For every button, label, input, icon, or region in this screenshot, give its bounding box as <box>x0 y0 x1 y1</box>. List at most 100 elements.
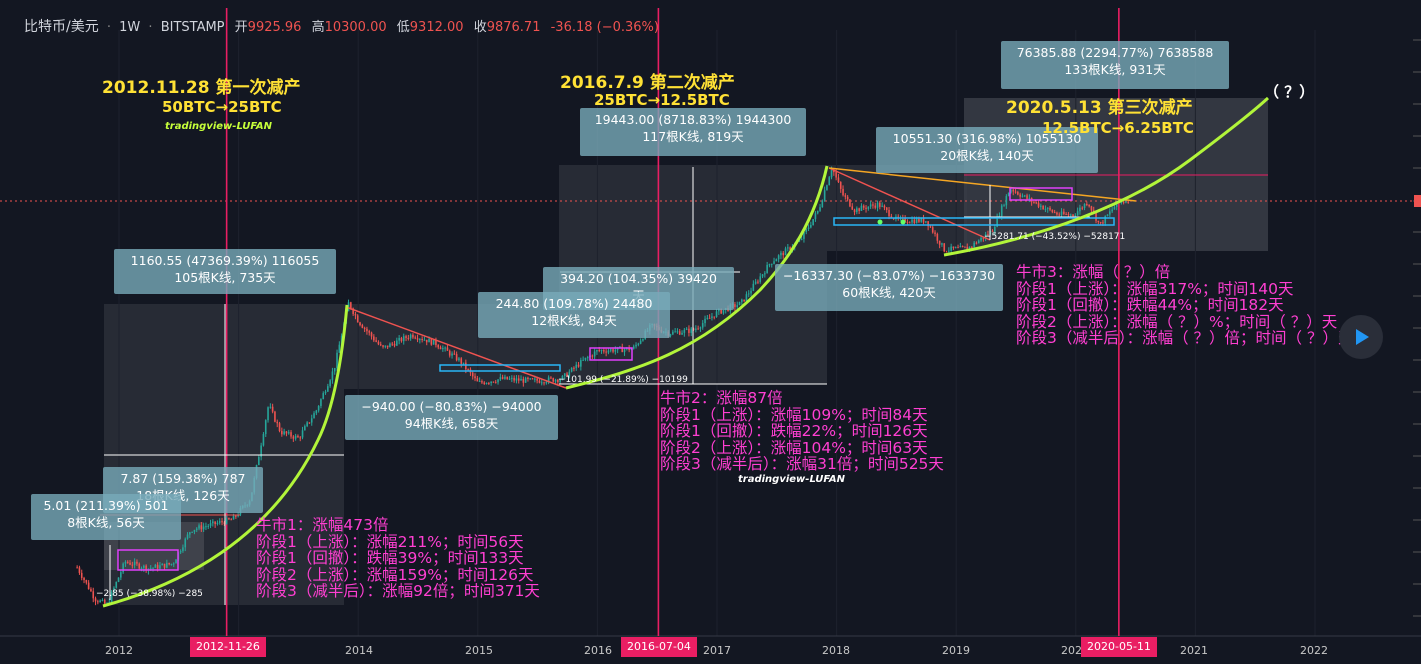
measure-box-2012-stage1: 5.01 (211.39%) 501 8根K线, 56天 <box>31 494 181 540</box>
open-label: 开 <box>234 20 248 35</box>
play-button[interactable] <box>1339 315 1383 359</box>
candle-body <box>991 230 994 232</box>
candle-body <box>582 359 584 361</box>
candle-body <box>814 213 817 220</box>
watermark-2: tradingview-LUFAN <box>738 474 846 485</box>
candle-body <box>515 378 518 381</box>
candle-body <box>605 351 607 353</box>
candle-body <box>186 534 189 539</box>
candle-body <box>140 568 143 570</box>
candle-body <box>184 538 187 548</box>
candle-body <box>596 349 598 352</box>
candle-body <box>331 371 334 381</box>
candle-body <box>559 379 561 383</box>
candle-body <box>407 337 410 339</box>
candle-body <box>304 426 306 431</box>
x-tick-2014: 2014 <box>345 644 373 657</box>
x-tick-2016: 2016 <box>584 644 612 657</box>
candle-body <box>1083 203 1086 208</box>
candle-body <box>400 338 403 342</box>
candle-body <box>103 599 106 604</box>
candle-body <box>904 217 906 222</box>
halving-1-title: 2012.11.28 第一次减产 <box>102 78 301 98</box>
candle-body <box>690 328 693 333</box>
candle-body <box>425 339 428 343</box>
candle-body <box>538 380 541 383</box>
candle-body <box>752 283 755 291</box>
measure-box-2013-rally: 1160.55 (47369.39%) 116055 105根K线, 735天 <box>114 249 336 294</box>
label-2016-retrace: −101.99 (−21.89%) −10199 <box>558 375 688 385</box>
candle-body <box>768 264 771 266</box>
interval[interactable]: 1W <box>119 20 141 35</box>
candle-body <box>1012 189 1015 192</box>
candle-body <box>115 581 118 588</box>
candle-body <box>941 243 943 245</box>
open-value: 9925.96 <box>247 20 302 35</box>
candle-body <box>623 349 626 353</box>
candle-body <box>1090 206 1093 211</box>
candle-body <box>428 338 430 343</box>
bull-market-2-notes: 牛市2：涨幅87倍 阶段1（上涨）：涨幅109%；时间84天 阶段1（回撤）：跌幅2… <box>660 389 944 473</box>
candle-body <box>584 357 587 360</box>
candle-body <box>409 334 412 339</box>
candle-body <box>580 360 582 367</box>
magenta-box-2019 <box>1009 187 1073 201</box>
candle-body <box>918 218 920 222</box>
candle-body <box>278 423 281 432</box>
candle-body <box>1010 189 1012 193</box>
candle-body <box>260 445 262 457</box>
candle-body <box>603 350 605 352</box>
candle-body <box>563 373 566 376</box>
candle-body <box>621 346 624 353</box>
candle-body <box>547 377 550 383</box>
candle-body <box>161 563 164 566</box>
measure-box-2017-peak: 19443.00 (8718.83%) 1944300 117根K线, 819天 <box>580 108 806 156</box>
candle-body <box>471 372 474 377</box>
candle-body <box>699 327 702 329</box>
candle-body <box>446 347 449 351</box>
candle-body <box>688 328 690 333</box>
candle-body <box>191 531 193 533</box>
support-curve-2 <box>565 165 829 390</box>
candle-body <box>379 344 382 346</box>
candle-body <box>83 577 85 581</box>
low-label: 低 <box>396 20 410 35</box>
candle-body <box>1099 222 1102 224</box>
candle-body <box>490 381 492 384</box>
symbol-name[interactable]: 比特币/美元 <box>24 19 99 35</box>
exchange: BITSTAMP <box>160 20 225 35</box>
candle-body <box>205 526 207 528</box>
candle-body <box>575 364 578 369</box>
candle-body <box>764 273 766 275</box>
candle-body <box>676 331 679 333</box>
candle-body <box>554 379 557 382</box>
candle-body <box>619 346 621 348</box>
candle-body <box>163 563 166 568</box>
candle-body <box>971 246 973 248</box>
candle-body <box>865 207 867 209</box>
candle-body <box>517 378 520 381</box>
candle-body <box>1056 212 1058 215</box>
x-tick-2018: 2018 <box>822 644 850 657</box>
candle-body <box>750 290 752 294</box>
candle-body <box>154 564 157 568</box>
candle-body <box>952 246 955 249</box>
candle-body <box>826 185 828 191</box>
candle-body <box>858 208 860 211</box>
candle-body <box>805 229 808 233</box>
candle-body <box>124 561 127 564</box>
consolidation-2015 <box>439 364 561 372</box>
candle-body <box>637 343 640 345</box>
candle-body <box>356 315 359 323</box>
candle-body <box>350 302 352 309</box>
candle-body <box>734 304 736 308</box>
candle-body <box>1046 207 1049 209</box>
candle-body <box>614 349 617 352</box>
candle-body <box>557 379 559 383</box>
candle-body <box>113 587 115 592</box>
close-label: 收 <box>473 20 487 35</box>
measure-box-2018-drop: −16337.30 (−83.07%) −1633730 60根K线, 420天 <box>775 264 1003 311</box>
candle-body <box>1028 197 1031 199</box>
candle-body <box>773 261 775 264</box>
